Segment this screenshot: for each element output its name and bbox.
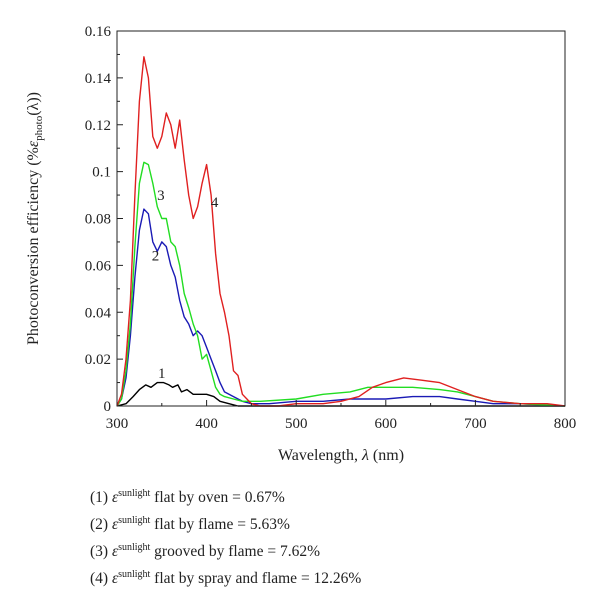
x-tick-label: 500 xyxy=(285,416,308,432)
tick-labels: 300 400 500 600 700 800 0 0.02 0.04 0.06 0.08 0.1 0.… xyxy=(85,24,577,432)
series-line-4 xyxy=(116,56,566,407)
legend-entry-3: (3) εsunlight grooved by flame = 7.62% xyxy=(90,542,321,561)
y-axis-title: Photoconversion efficiency (%εphoto(λ)) xyxy=(25,92,45,345)
y-tick-label: 0.16 xyxy=(85,24,112,40)
curve-labels: 1 2 3 4 xyxy=(152,188,219,382)
y-tick-label: 0.12 xyxy=(85,118,111,134)
plot-frame xyxy=(116,30,566,407)
axis-ticks xyxy=(116,30,566,407)
x-axis-title: Wavelength, λ (nm) xyxy=(278,447,404,464)
curve-label-2: 2 xyxy=(152,249,160,265)
y-tick-label: 0.02 xyxy=(85,352,111,368)
y-tick-label: 0.14 xyxy=(85,71,112,87)
x-tick-label: 800 xyxy=(554,416,577,432)
legend-entry-2: (2) εsunlight flat by flame = 5.63% xyxy=(90,515,290,534)
legend-entry-4: (4) εsunlight flat by spray and flame = … xyxy=(90,569,362,588)
series-line-2 xyxy=(116,208,566,407)
series-layer xyxy=(116,56,566,407)
photoconversion-chart: 300 400 500 600 700 800 0 0.02 0.04 0.06 0.08 0.1 0.… xyxy=(25,24,577,464)
legend: (1) εsunlight flat by oven = 0.67% (2) ε… xyxy=(90,482,361,591)
x-tick-label: 600 xyxy=(375,416,398,432)
y-tick-label: 0.1 xyxy=(92,165,111,181)
curve-label-1: 1 xyxy=(158,366,166,382)
legend-entry-1: (1) εsunlight flat by oven = 0.67% xyxy=(90,488,285,507)
x-tick-label: 700 xyxy=(464,416,487,432)
y-tick-label: 0.06 xyxy=(85,258,112,274)
y-tick-label: 0 xyxy=(104,399,112,415)
y-tick-label: 0.08 xyxy=(85,212,111,228)
series-line-1 xyxy=(116,381,565,407)
y-tick-label: 0.04 xyxy=(85,305,112,321)
curve-label-3: 3 xyxy=(157,188,165,204)
x-tick-label: 300 xyxy=(106,416,129,432)
series-line-3 xyxy=(116,161,566,407)
x-tick-label: 400 xyxy=(195,416,218,432)
curve-label-4: 4 xyxy=(211,195,219,211)
